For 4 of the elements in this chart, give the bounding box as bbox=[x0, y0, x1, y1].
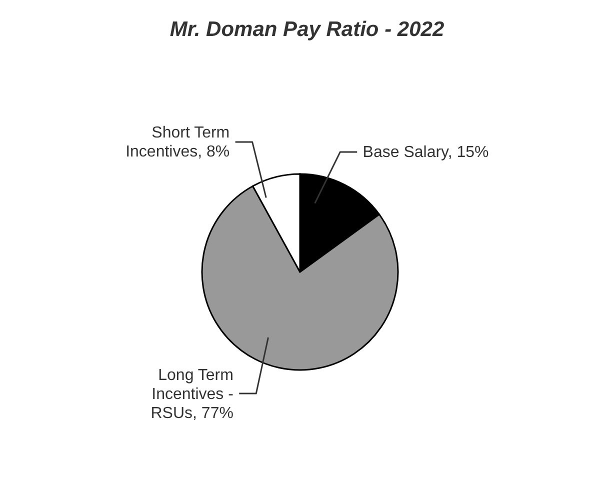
slice-label: Base Salary, 15% bbox=[362, 144, 489, 162]
slice-label: Long Term Incentives - RSUs, 77% bbox=[150, 366, 234, 422]
slice-label: Short Term Incentives, 8% bbox=[126, 124, 230, 161]
chart-title: Mr. Doman Pay Ratio - 2022 bbox=[170, 18, 444, 41]
